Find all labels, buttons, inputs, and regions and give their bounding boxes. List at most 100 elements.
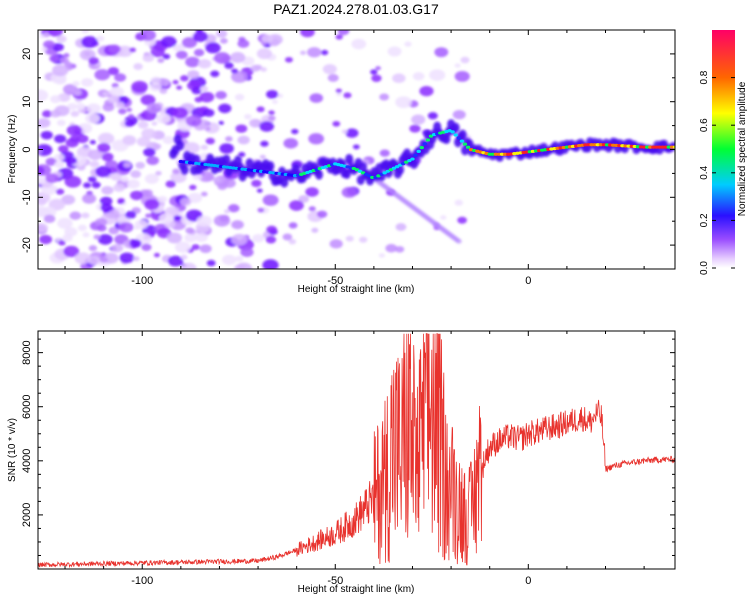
heatmap-cell [395, 96, 412, 109]
heatmap-cell [454, 63, 461, 68]
heatmap-cell [351, 38, 367, 50]
snr-series-line [38, 333, 675, 569]
heatmap-cell [43, 40, 55, 49]
heatmap-cell [216, 30, 228, 38]
heatmap-cell [134, 219, 148, 230]
heatmap-cell [158, 78, 170, 87]
heatmap-cell [56, 119, 66, 126]
heatmap-cell [343, 92, 352, 99]
heatmap-cell [359, 162, 368, 173]
y-tick-label: 0 [21, 146, 33, 152]
x-tick-label: 0 [525, 275, 531, 287]
colorbar-tick-label: 0.6 [699, 118, 710, 132]
heatmap-cell [102, 91, 109, 96]
heatmap-cell [412, 72, 425, 81]
heatmap-cell [231, 68, 239, 74]
heatmap-cell [157, 58, 165, 64]
heatmap-cell [198, 170, 214, 183]
heatmap-cell [496, 152, 502, 156]
heatmap-cell [663, 145, 668, 149]
heatmap-cell [166, 232, 183, 244]
heatmap-cell [289, 200, 304, 211]
heatmap-cell [268, 110, 275, 116]
heatmap-cell [81, 212, 90, 219]
heatmap-cell [385, 169, 390, 173]
heatmap-cell [454, 70, 470, 82]
heatmap-cell [283, 138, 299, 149]
heatmap-cell [95, 165, 111, 178]
heatmap-cell [97, 132, 115, 145]
heatmap-cell [96, 35, 105, 42]
heatmap-cell [266, 89, 279, 99]
heatmap-cell [345, 153, 354, 164]
heatmap-cell [58, 145, 69, 153]
heatmap-cell [327, 73, 339, 82]
heatmap-cell [309, 93, 324, 103]
heatmap-cell [83, 182, 92, 189]
heatmap-cell [442, 134, 451, 145]
heatmap-cell [222, 154, 231, 165]
heatmap-cell [379, 172, 384, 176]
heatmap-cell [401, 162, 406, 166]
heatmap-cell [462, 142, 468, 146]
heatmap-cell [141, 243, 152, 251]
heatmap-cell [114, 101, 125, 109]
heatmap-cell [199, 91, 215, 103]
heatmap-cell [373, 175, 378, 180]
colorbar-label: Normalized spectral amplitude [737, 81, 748, 216]
heatmap-cell [397, 163, 403, 167]
heatmap-cell [157, 195, 168, 203]
heatmap-cell [113, 183, 125, 192]
heatmap-cell [413, 153, 418, 157]
heatmap-cell [230, 52, 246, 63]
heatmap-cell [159, 212, 174, 224]
heatmap-cell [234, 255, 244, 262]
heatmap-cell [410, 157, 415, 161]
heatmap-cell [107, 94, 120, 104]
heatmap-cell [199, 244, 212, 254]
heatmap-cell [429, 69, 446, 81]
heatmap-cell [300, 30, 315, 38]
heatmap-cell [122, 135, 137, 145]
heatmap-cell [240, 247, 254, 257]
heatmap-cell [453, 133, 458, 137]
heatmap-cell [66, 124, 82, 136]
heatmap-cell [456, 136, 462, 140]
heatmap-cell [411, 114, 426, 125]
heatmap-cell [404, 41, 412, 47]
heatmap-cell [173, 215, 182, 221]
heatmap-cell [284, 56, 293, 63]
heatmap-cell [249, 118, 262, 128]
heatmap-cell [360, 171, 366, 175]
heatmap-cell [132, 256, 140, 262]
heatmap-cell [203, 108, 215, 117]
heatmap-cell [127, 179, 140, 189]
heatmap-cell [305, 187, 319, 197]
heatmap-cell [187, 192, 203, 203]
x-tick-label: -50 [327, 575, 343, 587]
heatmap-cell [217, 183, 227, 190]
x-tick-label: 0 [525, 575, 531, 587]
heatmap-cell [140, 94, 156, 106]
heatmap-cell [363, 172, 369, 176]
heatmap-cell [307, 47, 322, 58]
heatmap-cell [205, 42, 221, 54]
heatmap-cell [404, 160, 409, 164]
heatmap-cell [108, 210, 120, 219]
heatmap-cell [645, 145, 650, 149]
heatmap-cell [88, 57, 100, 65]
heatmap-cell [410, 158, 419, 169]
heatmap-cell [416, 149, 421, 154]
heatmap-cell [451, 122, 460, 133]
heatmap-cell [144, 173, 159, 184]
heatmap-cell [139, 30, 156, 41]
heatmap-cell [214, 52, 231, 64]
heatmap-cell [298, 195, 310, 203]
y-tick-label: 6000 [21, 394, 33, 418]
heatmap-cell [183, 142, 200, 154]
heatmap-cell [143, 147, 156, 157]
heatmap-cell [345, 128, 359, 138]
heatmap-cell [167, 255, 184, 267]
heatmap-cell [129, 47, 136, 53]
heatmap-cell [261, 34, 274, 43]
